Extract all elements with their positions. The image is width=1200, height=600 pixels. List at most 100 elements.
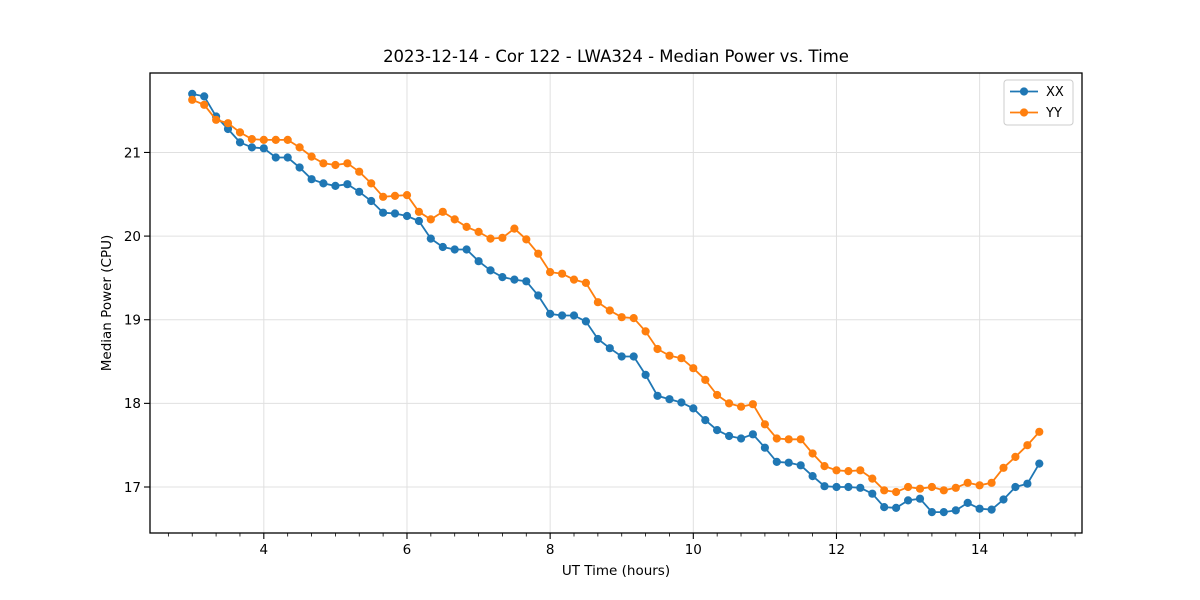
yy-data-point <box>1035 427 1044 436</box>
yy-data-point <box>904 482 913 492</box>
y-tick-label: 19 <box>124 313 141 329</box>
xx-data-point <box>748 430 758 439</box>
plot-border <box>149 72 1083 534</box>
x-tick-label: 4 <box>260 542 269 558</box>
xx-data-point <box>868 489 877 498</box>
yy-data-point <box>820 462 829 471</box>
xx-data-point <box>307 175 316 184</box>
yy-data-point <box>367 179 376 188</box>
yy-data-point <box>760 420 770 429</box>
xx-data-point <box>927 507 937 517</box>
yy-data-point <box>784 435 793 444</box>
yy-data-point <box>558 269 567 278</box>
xx-data-point <box>939 507 948 517</box>
yy-data-point <box>963 478 972 487</box>
xx-data-point <box>569 311 579 320</box>
yy-data-point <box>915 484 925 493</box>
yy-data-point <box>665 351 674 360</box>
xx-data-point <box>1011 482 1020 492</box>
legend-label-yy: YY <box>1045 106 1062 121</box>
xx-data-point <box>331 181 340 190</box>
xx-data-point <box>796 461 805 470</box>
yy-data-point <box>319 159 328 168</box>
xx-data-point <box>295 163 304 172</box>
yy-data-point <box>390 191 400 200</box>
xx-data-point <box>438 242 447 252</box>
xx-data-point <box>462 245 471 254</box>
yy-data-point <box>1023 441 1032 450</box>
yy-data-point <box>629 314 638 323</box>
xx-data-point <box>510 275 519 284</box>
yy-data-point <box>510 224 519 233</box>
yy-data-point <box>832 466 841 475</box>
legend-swatch-marker-0 <box>1019 87 1029 96</box>
yy-data-point <box>247 135 256 144</box>
yy-data-point <box>498 233 507 242</box>
yy-data-point <box>462 222 471 231</box>
x-tick-label: 6 <box>403 542 412 558</box>
x-tick-label: 8 <box>546 542 555 558</box>
yy-data-point <box>927 482 937 492</box>
yy-data-point <box>939 486 948 495</box>
xx-data-point <box>772 457 781 466</box>
xx-data-point <box>283 153 292 162</box>
xx-data-point <box>701 416 710 425</box>
y-tick-label: 18 <box>124 396 141 412</box>
xx-data-point <box>915 494 925 503</box>
xx-data-point <box>892 503 901 512</box>
yy-data-point <box>892 487 901 497</box>
series-layer <box>188 89 1044 517</box>
xx-data-point <box>808 472 817 481</box>
yy-series-line <box>191 98 1040 493</box>
xx-data-point <box>486 266 495 275</box>
xx-data-point <box>414 216 423 226</box>
xx-data-point <box>665 395 674 404</box>
yy-data-point <box>235 128 245 137</box>
y-tick-label: 20 <box>124 229 141 245</box>
yy-data-point <box>188 95 197 104</box>
xx-data-point <box>760 443 770 452</box>
yy-data-point <box>987 478 996 487</box>
xx-data-point <box>271 153 280 162</box>
yy-data-point <box>569 275 579 284</box>
xx-data-point <box>402 211 412 221</box>
yy-data-point <box>581 278 591 287</box>
yy-data-point <box>748 400 758 409</box>
yy-data-point <box>438 207 447 216</box>
xx-data-point <box>188 89 197 98</box>
yy-data-point <box>295 143 304 152</box>
xx-data-point <box>426 234 435 243</box>
xx-data-point <box>581 317 591 326</box>
xx-data-point <box>844 482 853 492</box>
xx-data-point <box>390 209 400 218</box>
yy-data-point <box>402 191 412 200</box>
legend-swatch-marker-1 <box>1019 108 1029 117</box>
xx-data-point <box>247 143 256 152</box>
xx-data-point <box>593 334 603 344</box>
xx-data-point <box>558 311 567 320</box>
xx-data-point <box>617 352 626 361</box>
xx-data-point <box>713 426 722 435</box>
xx-data-point <box>259 144 268 153</box>
legend-label-xx: XX <box>1046 85 1064 100</box>
xx-data-point <box>856 483 865 492</box>
yy-data-point <box>641 327 650 336</box>
xx-data-point <box>534 291 543 300</box>
tick-label-layer: 4 6 8 10 12 14 17 18 19 20 21 <box>124 145 988 558</box>
x-tick-label: 10 <box>685 542 702 558</box>
xx-data-point <box>546 309 555 318</box>
xx-data-point <box>379 208 388 217</box>
xx-data-point <box>343 180 352 189</box>
yy-data-point <box>379 192 388 201</box>
xx-data-point <box>987 505 996 514</box>
yy-data-point <box>307 152 316 161</box>
yy-data-point <box>331 160 340 170</box>
xx-data-point <box>1023 479 1032 488</box>
x-tick-label: 14 <box>971 542 988 558</box>
xx-data-point <box>999 495 1008 504</box>
yy-data-point <box>1011 452 1020 461</box>
yy-data-point <box>212 115 221 124</box>
y-axis-label: Median Power (CPU) <box>99 235 115 371</box>
yy-data-point <box>796 435 805 444</box>
